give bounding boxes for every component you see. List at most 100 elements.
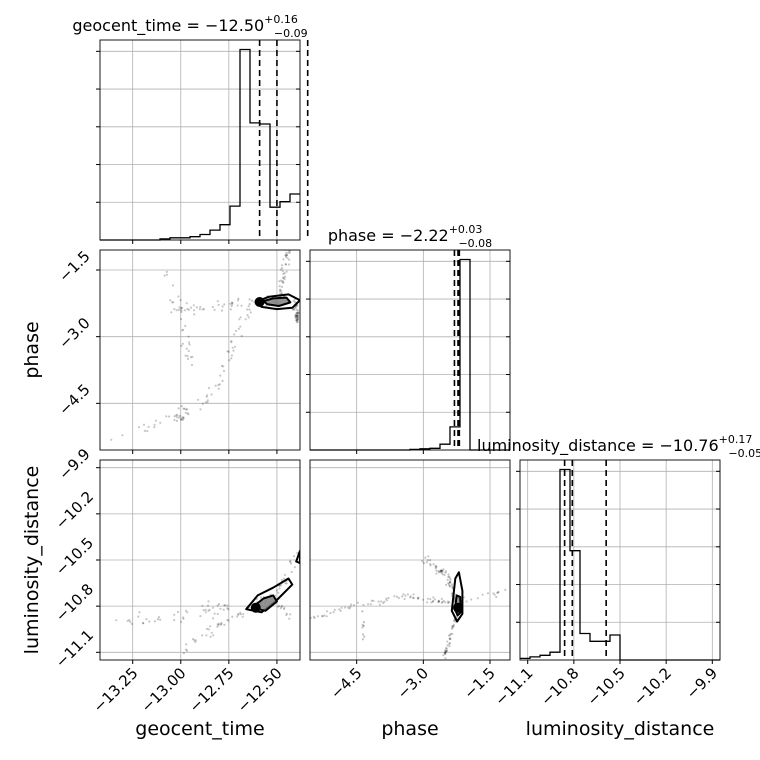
sample-point bbox=[205, 627, 209, 631]
sample-point bbox=[217, 383, 220, 387]
sample-point bbox=[279, 607, 282, 610]
sample-point bbox=[294, 314, 297, 317]
sample-point bbox=[180, 620, 183, 624]
sample-point bbox=[444, 651, 447, 654]
x-tick-label: −12.50 bbox=[234, 664, 286, 716]
sample-point bbox=[201, 308, 204, 311]
sample-point bbox=[281, 270, 284, 273]
sample-point bbox=[416, 597, 419, 600]
sample-point bbox=[173, 418, 176, 422]
sample-point bbox=[154, 419, 158, 422]
sample-point bbox=[432, 600, 435, 603]
sample-point bbox=[204, 401, 207, 404]
contours-phase-luminosity_distance bbox=[450, 571, 464, 623]
sample-point bbox=[333, 608, 336, 611]
sample-point bbox=[435, 569, 438, 572]
sample-point bbox=[497, 590, 500, 594]
sample-point bbox=[444, 652, 447, 656]
sample-point bbox=[260, 596, 263, 599]
sample-point bbox=[296, 311, 299, 314]
sample-point bbox=[204, 608, 207, 612]
sample-point bbox=[193, 309, 196, 312]
sample-point bbox=[222, 608, 225, 611]
sample-point bbox=[492, 592, 495, 595]
sample-point bbox=[278, 285, 281, 288]
sample-point bbox=[288, 258, 291, 261]
x-tick-label: −4.5 bbox=[327, 664, 365, 702]
title-minus: −0.08 bbox=[458, 237, 492, 250]
sample-point bbox=[449, 637, 452, 641]
sample-point bbox=[180, 318, 183, 321]
sample-point bbox=[237, 327, 240, 330]
sample-point bbox=[178, 416, 181, 419]
sample-point bbox=[402, 593, 405, 596]
sample-point bbox=[180, 306, 183, 309]
sample-point bbox=[176, 413, 179, 417]
sample-point bbox=[284, 275, 287, 278]
sample-point bbox=[496, 591, 500, 594]
sample-point bbox=[280, 285, 284, 288]
sample-point bbox=[451, 627, 454, 630]
sample-point bbox=[452, 623, 455, 627]
y-tick-label: −9.9 bbox=[55, 445, 93, 483]
sample-point bbox=[438, 570, 442, 573]
sample-point bbox=[362, 603, 365, 607]
contour-outer bbox=[295, 549, 300, 565]
contour-outer bbox=[450, 571, 464, 623]
sample-point bbox=[278, 587, 281, 590]
sample-point bbox=[219, 623, 222, 626]
sample-point bbox=[313, 616, 316, 620]
contours-geocent_time-luminosity_distance bbox=[245, 549, 300, 614]
sample-point bbox=[142, 621, 145, 625]
sample-point bbox=[347, 606, 350, 609]
sample-point bbox=[194, 639, 197, 642]
sample-point bbox=[142, 622, 145, 625]
sample-point bbox=[295, 308, 298, 311]
sample-point bbox=[217, 387, 220, 390]
xlabel-geocent-time: geocent_time bbox=[135, 718, 264, 740]
sample-point bbox=[443, 573, 446, 577]
sample-point bbox=[450, 592, 453, 595]
sample-point bbox=[295, 316, 298, 319]
contour-outer bbox=[256, 293, 300, 311]
scatter-cloud-geocent_time-phase bbox=[110, 250, 300, 441]
sample-point bbox=[292, 299, 295, 302]
sample-point bbox=[186, 412, 189, 415]
sample-point bbox=[186, 408, 189, 411]
sample-point bbox=[137, 615, 140, 618]
sample-point bbox=[278, 288, 282, 291]
sample-point bbox=[417, 596, 420, 599]
sample-point bbox=[292, 307, 295, 311]
sample-point bbox=[218, 383, 221, 386]
sample-point bbox=[277, 605, 280, 608]
sample-point bbox=[296, 319, 299, 322]
sample-point bbox=[283, 573, 286, 577]
sample-point bbox=[444, 651, 447, 654]
sample-point bbox=[191, 355, 194, 358]
sample-point bbox=[297, 311, 300, 315]
x-tick-label: −9.9 bbox=[683, 664, 721, 702]
sample-point bbox=[186, 357, 190, 360]
sample-point bbox=[452, 624, 455, 628]
sample-point bbox=[440, 569, 443, 573]
sample-point bbox=[448, 577, 451, 580]
sample-point bbox=[236, 299, 240, 302]
sample-point bbox=[441, 569, 444, 573]
sample-point bbox=[173, 415, 176, 418]
sample-point bbox=[171, 284, 175, 287]
sample-point bbox=[295, 318, 298, 322]
sample-point bbox=[138, 426, 141, 429]
sample-point bbox=[372, 599, 375, 603]
sample-point bbox=[323, 614, 326, 617]
scatter-cloud-phase-luminosity_distance bbox=[310, 555, 507, 660]
sample-point bbox=[361, 623, 364, 627]
sample-point bbox=[236, 615, 239, 618]
sample-point bbox=[294, 314, 297, 317]
sample-point bbox=[182, 416, 185, 419]
sample-point bbox=[282, 281, 285, 284]
sample-point bbox=[441, 573, 444, 576]
sample-point bbox=[280, 605, 283, 609]
sample-point bbox=[216, 625, 219, 628]
sample-point bbox=[356, 601, 359, 604]
sample-point bbox=[362, 621, 365, 624]
